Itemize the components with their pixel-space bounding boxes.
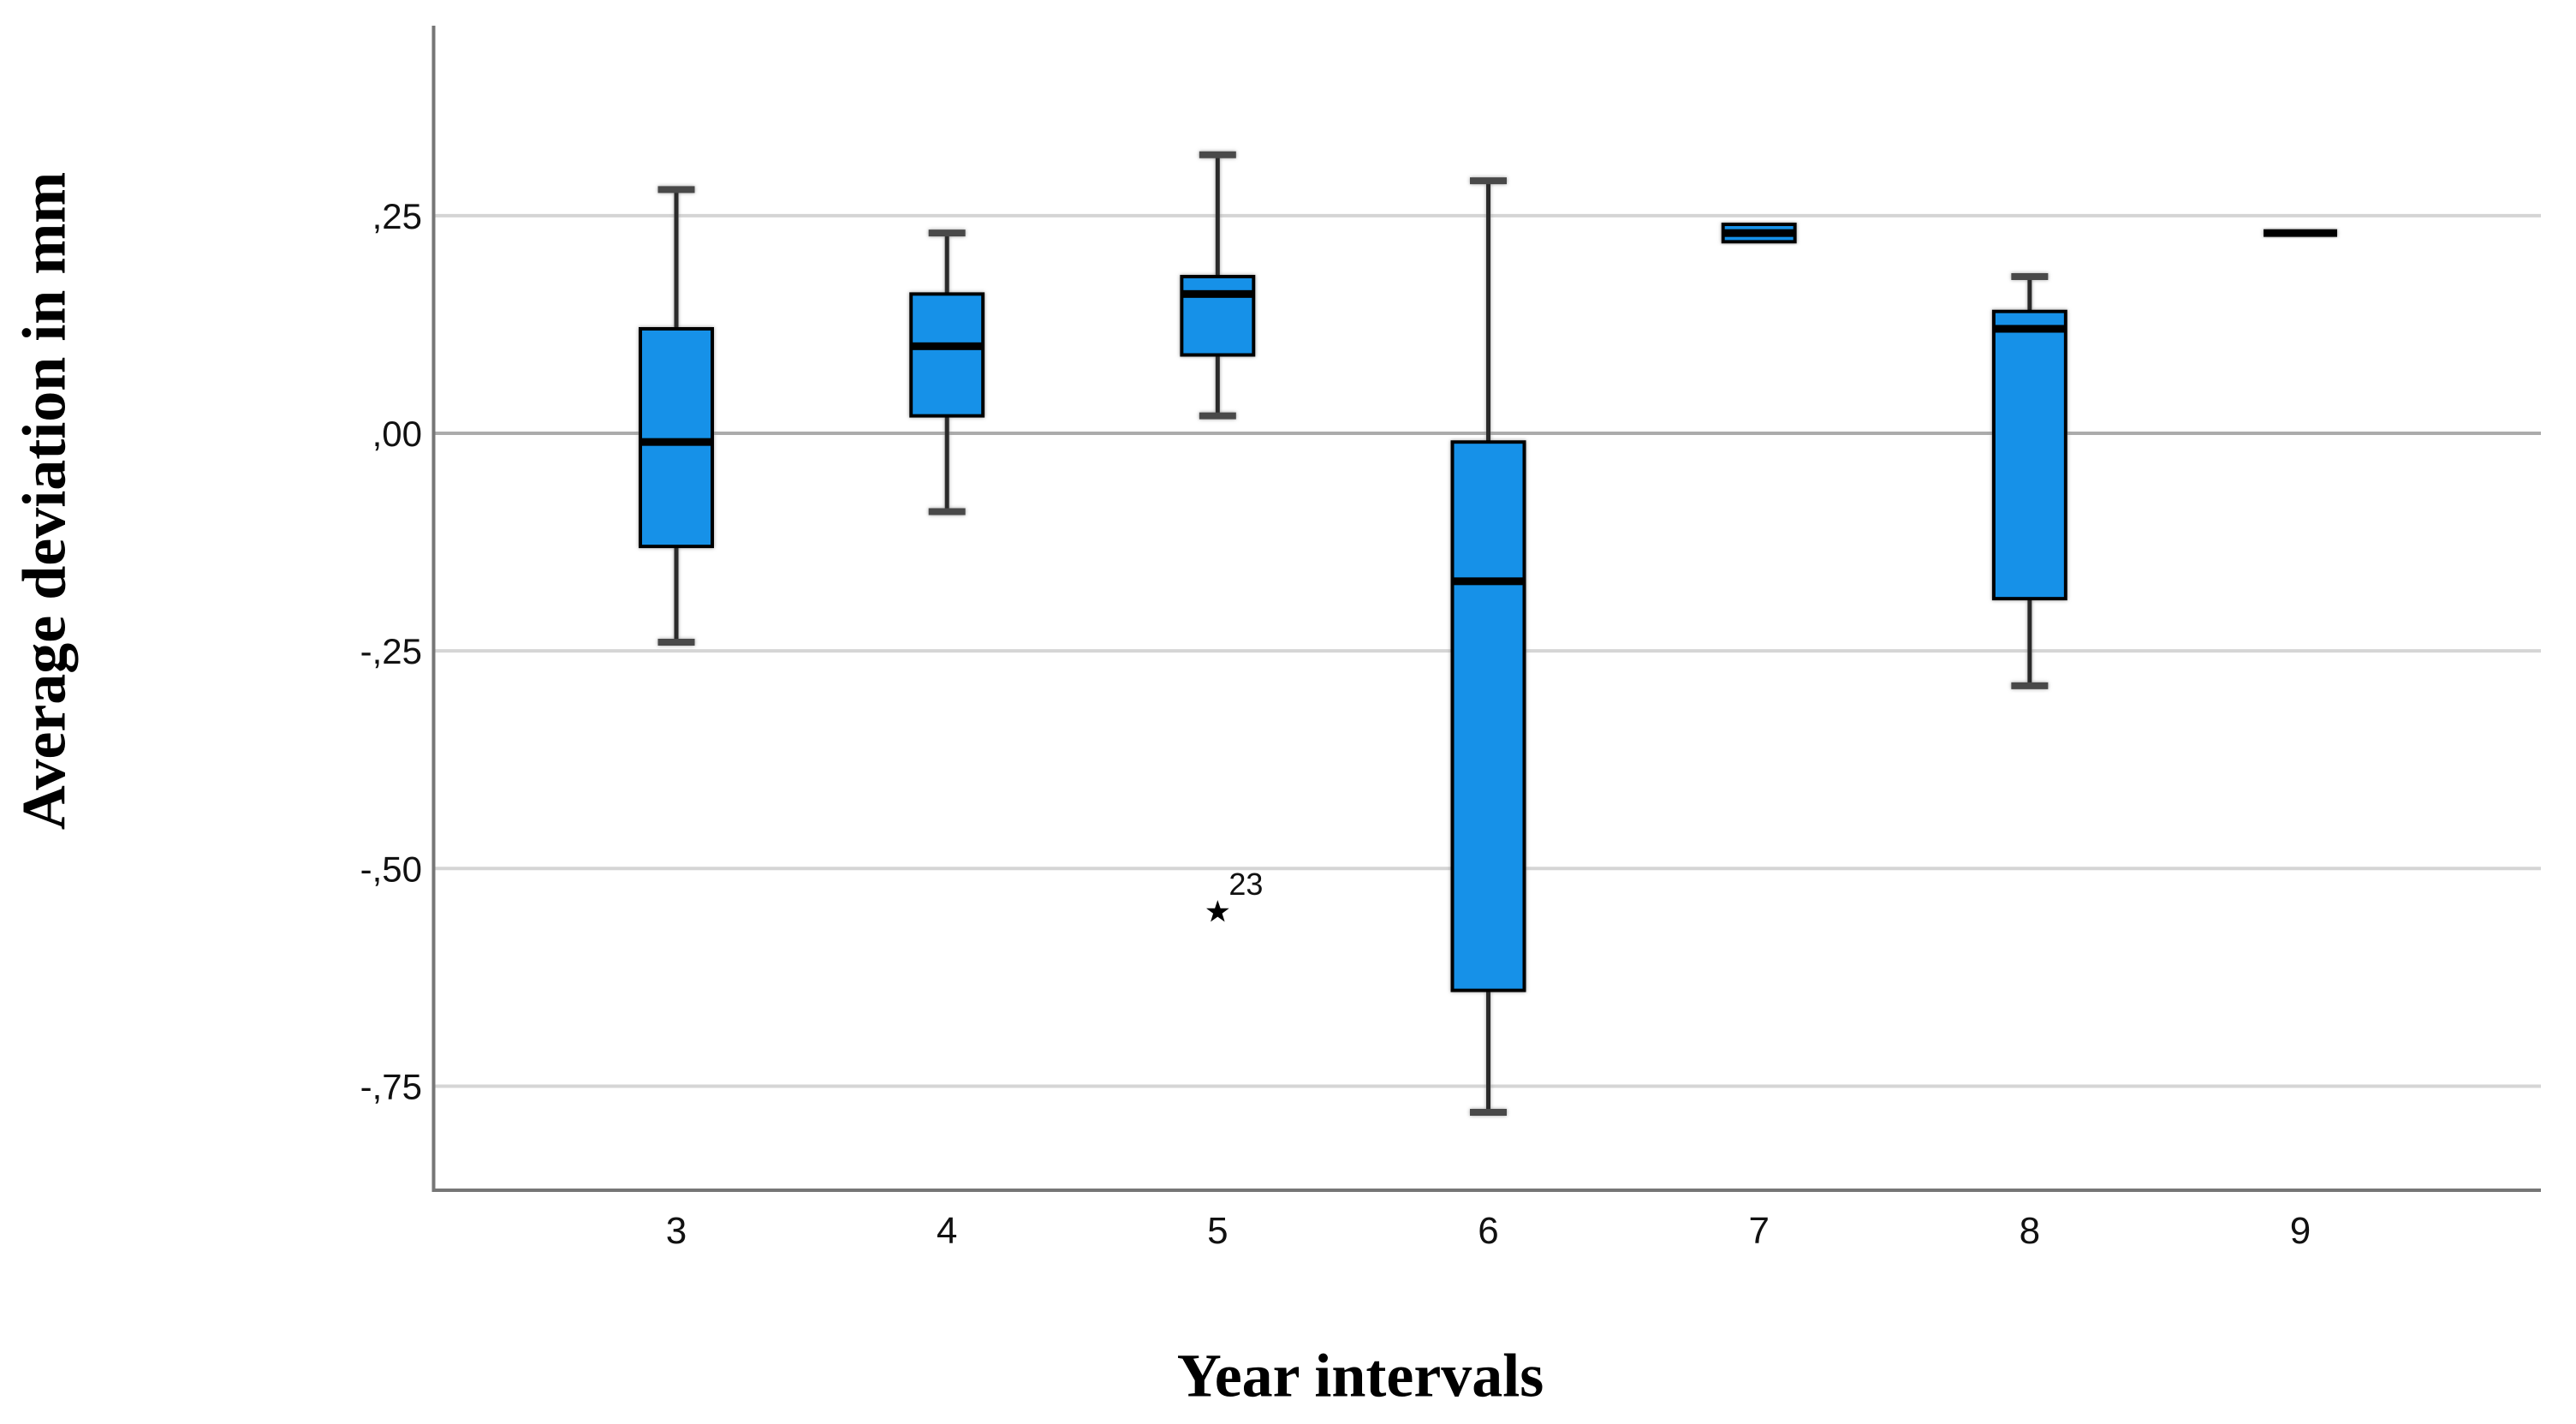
box-group-7 [1721, 223, 1797, 244]
median-line [640, 438, 713, 446]
box-iqr [1991, 309, 2067, 601]
box-iqr [639, 327, 714, 549]
y-tick-label: -,25 [360, 631, 422, 671]
median-line [910, 342, 985, 350]
median-line [1451, 577, 1526, 586]
box-iqr [1180, 275, 1256, 357]
x-tick-label: 7 [1748, 1210, 1769, 1252]
box-iqr [1450, 440, 1526, 992]
box-group-5 [1180, 151, 1256, 420]
y-tick-label: ,00 [372, 414, 422, 454]
box-group-3 [639, 186, 714, 646]
outlier-case-label: 23 [1229, 867, 1263, 902]
outlier-star-marker [1206, 900, 1229, 922]
y-tick-label: ,25 [372, 196, 422, 236]
y-axis-title: Average deviation in mm [9, 171, 79, 831]
box-group-8 [1991, 273, 2067, 689]
x-tick-label: 5 [1207, 1210, 1228, 1252]
x-tick-label: 6 [1478, 1210, 1498, 1252]
x-tick-label: 3 [666, 1210, 687, 1252]
median-line [1992, 325, 2067, 333]
x-tick-label: 4 [937, 1210, 957, 1252]
box-group-6 [1450, 177, 1526, 1116]
y-tick-label: -,75 [360, 1066, 422, 1106]
y-tick-label: -,50 [360, 849, 422, 889]
median-line [1181, 289, 1255, 298]
outlier-5: 23 [1206, 867, 1263, 922]
box-iqr [909, 292, 985, 418]
median-line [2264, 229, 2338, 237]
x-tick-label: 8 [2020, 1210, 2040, 1252]
box-group-9 [2264, 229, 2338, 237]
median-line [1722, 229, 1796, 237]
box-group-4 [909, 229, 985, 515]
x-axis-title: Year intervals [1176, 1341, 1544, 1410]
x-tick-label: 9 [2290, 1210, 2311, 1252]
